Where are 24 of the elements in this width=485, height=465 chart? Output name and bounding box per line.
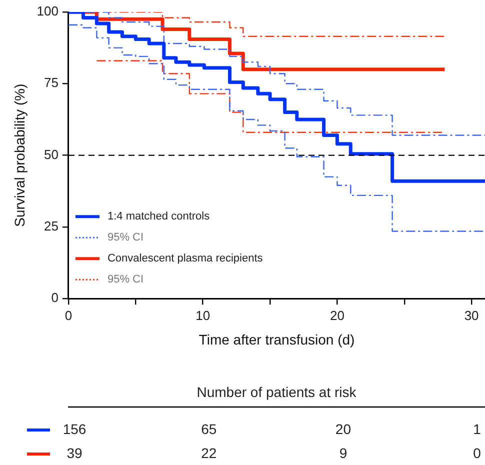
text: 22 bbox=[201, 444, 217, 461]
y-axis-title: Survival probability (%) bbox=[11, 84, 28, 227]
y-tick-label: 0 bbox=[51, 290, 58, 306]
y-tick-label: 75 bbox=[44, 75, 58, 90]
text: 39 bbox=[66, 444, 82, 461]
x-tick-label: 10 bbox=[196, 308, 210, 323]
y-tick-label: 100 bbox=[36, 4, 58, 19]
text: 20 bbox=[335, 420, 352, 437]
x-tick-label: 30 bbox=[464, 308, 479, 323]
text: 156 bbox=[62, 420, 86, 437]
legend-label: 95% CI bbox=[107, 274, 144, 286]
y-tick-label: 50 bbox=[44, 146, 58, 162]
legend-label: 95% CI bbox=[107, 232, 144, 244]
legend-label: 1:4 matched controls bbox=[107, 210, 210, 223]
text: Number of patients at risk bbox=[196, 384, 358, 400]
text: 1 bbox=[473, 420, 482, 437]
x-tick-label: 0 bbox=[64, 308, 72, 323]
y-tick-label: 25 bbox=[44, 218, 58, 234]
text: 65 bbox=[201, 420, 217, 437]
legend-label: Convalescent plasma recipients bbox=[107, 252, 264, 265]
x-tick-label: 20 bbox=[330, 308, 344, 323]
x-axis-title: Time after transfusion (d) bbox=[198, 331, 355, 348]
text: 0 bbox=[473, 444, 482, 461]
text: 9 bbox=[339, 444, 348, 461]
